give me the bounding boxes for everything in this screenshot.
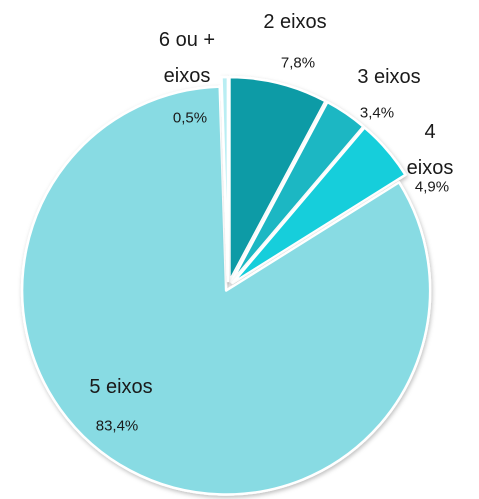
slice-label: 4 eixos (406, 121, 454, 179)
slice-label: 2 eixos (263, 11, 327, 33)
slice-label: 5 eixos (89, 376, 153, 398)
value-label: 83,4% (95, 417, 139, 435)
value-label: 0,5% (172, 109, 208, 127)
value-label: 4,9% (414, 178, 450, 196)
slice-label: 6 ou + eixos (158, 29, 216, 87)
slice-label: 3 eixos (357, 66, 421, 88)
value-label: 3,4% (359, 104, 395, 122)
value-label: 7,8% (280, 54, 316, 72)
pie-slice (230, 100, 365, 284)
pie-slice (220, 75, 230, 283)
pie-slice (20, 85, 432, 496)
pie-slice (231, 126, 407, 285)
pie-slice (228, 75, 327, 283)
